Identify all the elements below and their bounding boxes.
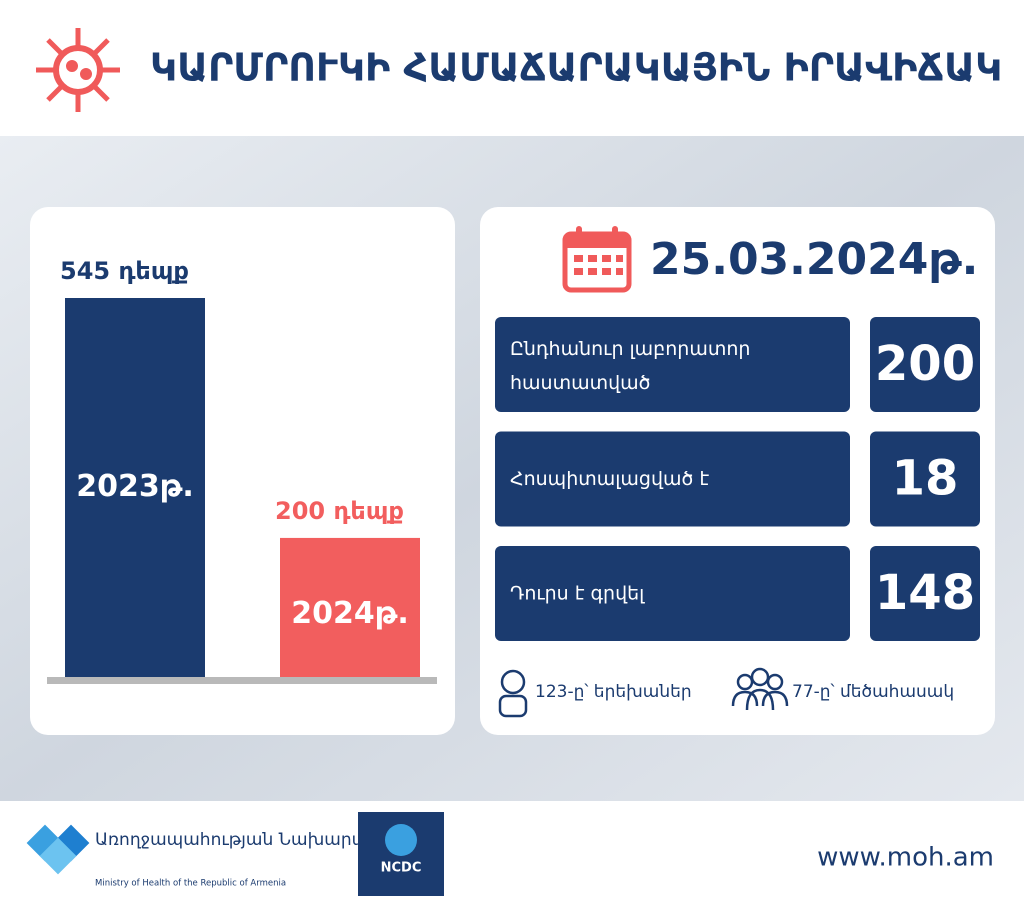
calendar-icon (562, 226, 632, 293)
bar (65, 298, 205, 677)
ncdc-globe (385, 824, 417, 856)
value-label: 545 դեպք (60, 257, 189, 285)
stat-label-box (495, 546, 850, 641)
stat-value: 200 (875, 336, 975, 392)
stat-value: 18 (892, 451, 959, 507)
adults-icon (731, 667, 789, 711)
stat-label: Ընդհանուր լաբորատոր հաստատված (510, 338, 750, 394)
adults-count: 77-ը՝ մեծահասակ (792, 682, 954, 702)
bar (280, 537, 420, 677)
stat-value-box (870, 546, 980, 641)
stat-value-box (870, 317, 980, 412)
ncdc-label: NCDC (381, 861, 422, 876)
category-label: 2024թ. (291, 596, 409, 631)
stat-label-box (495, 317, 850, 412)
virus-icon (36, 28, 120, 112)
stat-label: Հոսպիտալացված է (510, 468, 709, 490)
baseline (47, 677, 437, 684)
category-label: 2023թ. (76, 469, 194, 504)
stat-value: 148 (875, 565, 975, 621)
children-count: 123-ը՝ երեխաներ (535, 682, 692, 702)
stat-label: Դուրս է գրվել (510, 583, 645, 605)
title: ԿԱՐՄՐՈՒԿԻ ՀԱՄԱՃԱՐԱԿԱՅԻՆ ԻՐԱՎԻՃԱԿ (150, 46, 1002, 90)
stat-value-box (870, 431, 980, 527)
value-label: 200 դեպք (275, 497, 404, 525)
ministry-name-line: Առողջապահության Նախարարություն (95, 830, 443, 850)
stat-label-box (495, 431, 850, 527)
child-icon (498, 669, 528, 718)
date: 25.03.2024թ. (650, 234, 978, 285)
website: www.moh.am (817, 843, 994, 873)
ministry-name-en: Ministry of Health of the Republic of Ar… (95, 879, 286, 889)
ministry-logo (26, 824, 90, 875)
